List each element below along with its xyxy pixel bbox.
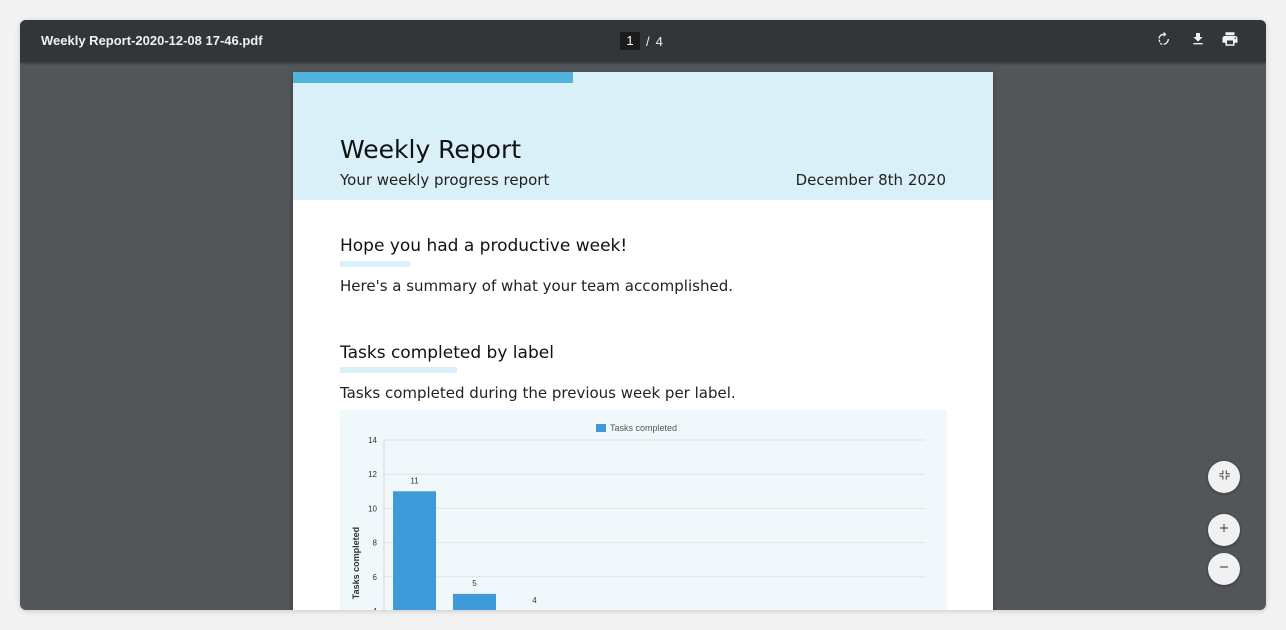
legend-swatch	[596, 424, 606, 432]
download-icon	[1190, 31, 1206, 52]
tasks-heading: Tasks completed by label	[340, 343, 554, 363]
y-axis-label: Tasks completed	[351, 527, 361, 599]
pdf-page: Weekly Report Your weekly progress repor…	[293, 72, 993, 610]
rotate-button[interactable]	[1153, 31, 1173, 51]
pdf-viewer-window: Weekly Report-2020-12-08 17-46.pdf 1 / 4	[20, 20, 1266, 610]
legend-label: Tasks completed	[610, 423, 677, 433]
bar-0[interactable]	[393, 491, 436, 610]
tasks-bar-chart: 14 12 10 8 6 4 11 5 4 Tasks completed Tasks comp…	[351, 423, 925, 610]
header-accent-bar	[293, 72, 573, 83]
rotate-icon	[1155, 31, 1171, 52]
print-button[interactable]	[1220, 31, 1240, 51]
bar-1[interactable]	[453, 593, 496, 610]
y-tick-label: 4	[373, 607, 378, 610]
viewer-toolbar: Weekly Report-2020-12-08 17-46.pdf 1 / 4	[20, 20, 1266, 62]
y-tick-label: 10	[368, 504, 377, 513]
greeting-underline	[340, 261, 410, 267]
tasks-text: Tasks completed during the previous week…	[340, 384, 736, 402]
y-tick-label: 8	[373, 539, 378, 548]
report-title: Weekly Report	[340, 135, 522, 164]
greeting-text: Here's a summary of what your team accom…	[340, 277, 733, 295]
current-page-input[interactable]: 1	[620, 32, 640, 50]
print-icon	[1221, 30, 1239, 53]
fit-to-page-button[interactable]	[1208, 461, 1240, 493]
zoom-out-button[interactable]	[1208, 553, 1240, 585]
document-title: Weekly Report-2020-12-08 17-46.pdf	[41, 33, 263, 48]
report-date: December 8th 2020	[795, 171, 946, 189]
report-subtitle: Your weekly progress report	[340, 171, 550, 189]
y-tick-label: 6	[373, 573, 378, 582]
tasks-underline	[340, 367, 457, 373]
fit-to-page-icon	[1217, 468, 1231, 487]
bar-data-label: 4	[532, 596, 537, 605]
download-button[interactable]	[1188, 31, 1208, 51]
document-viewport[interactable]: Weekly Report Your weekly progress repor…	[20, 62, 1266, 610]
zoom-in-icon	[1217, 521, 1231, 540]
greeting-heading: Hope you had a productive week!	[340, 236, 628, 256]
zoom-out-icon	[1217, 560, 1231, 579]
zoom-in-button[interactable]	[1208, 514, 1240, 546]
bar-data-label: 5	[472, 579, 477, 588]
total-pages: 4	[655, 33, 663, 49]
page-indicator: 1 / 4	[620, 32, 663, 50]
report-header: Weekly Report Your weekly progress repor…	[293, 72, 993, 200]
bar-data-label: 11	[410, 476, 419, 485]
y-tick-label: 14	[368, 436, 377, 445]
y-tick-label: 12	[368, 470, 377, 479]
tasks-chart: 14 12 10 8 6 4 11 5 4 Tasks completed Tasks comp…	[340, 410, 947, 610]
page-separator: /	[646, 33, 650, 49]
